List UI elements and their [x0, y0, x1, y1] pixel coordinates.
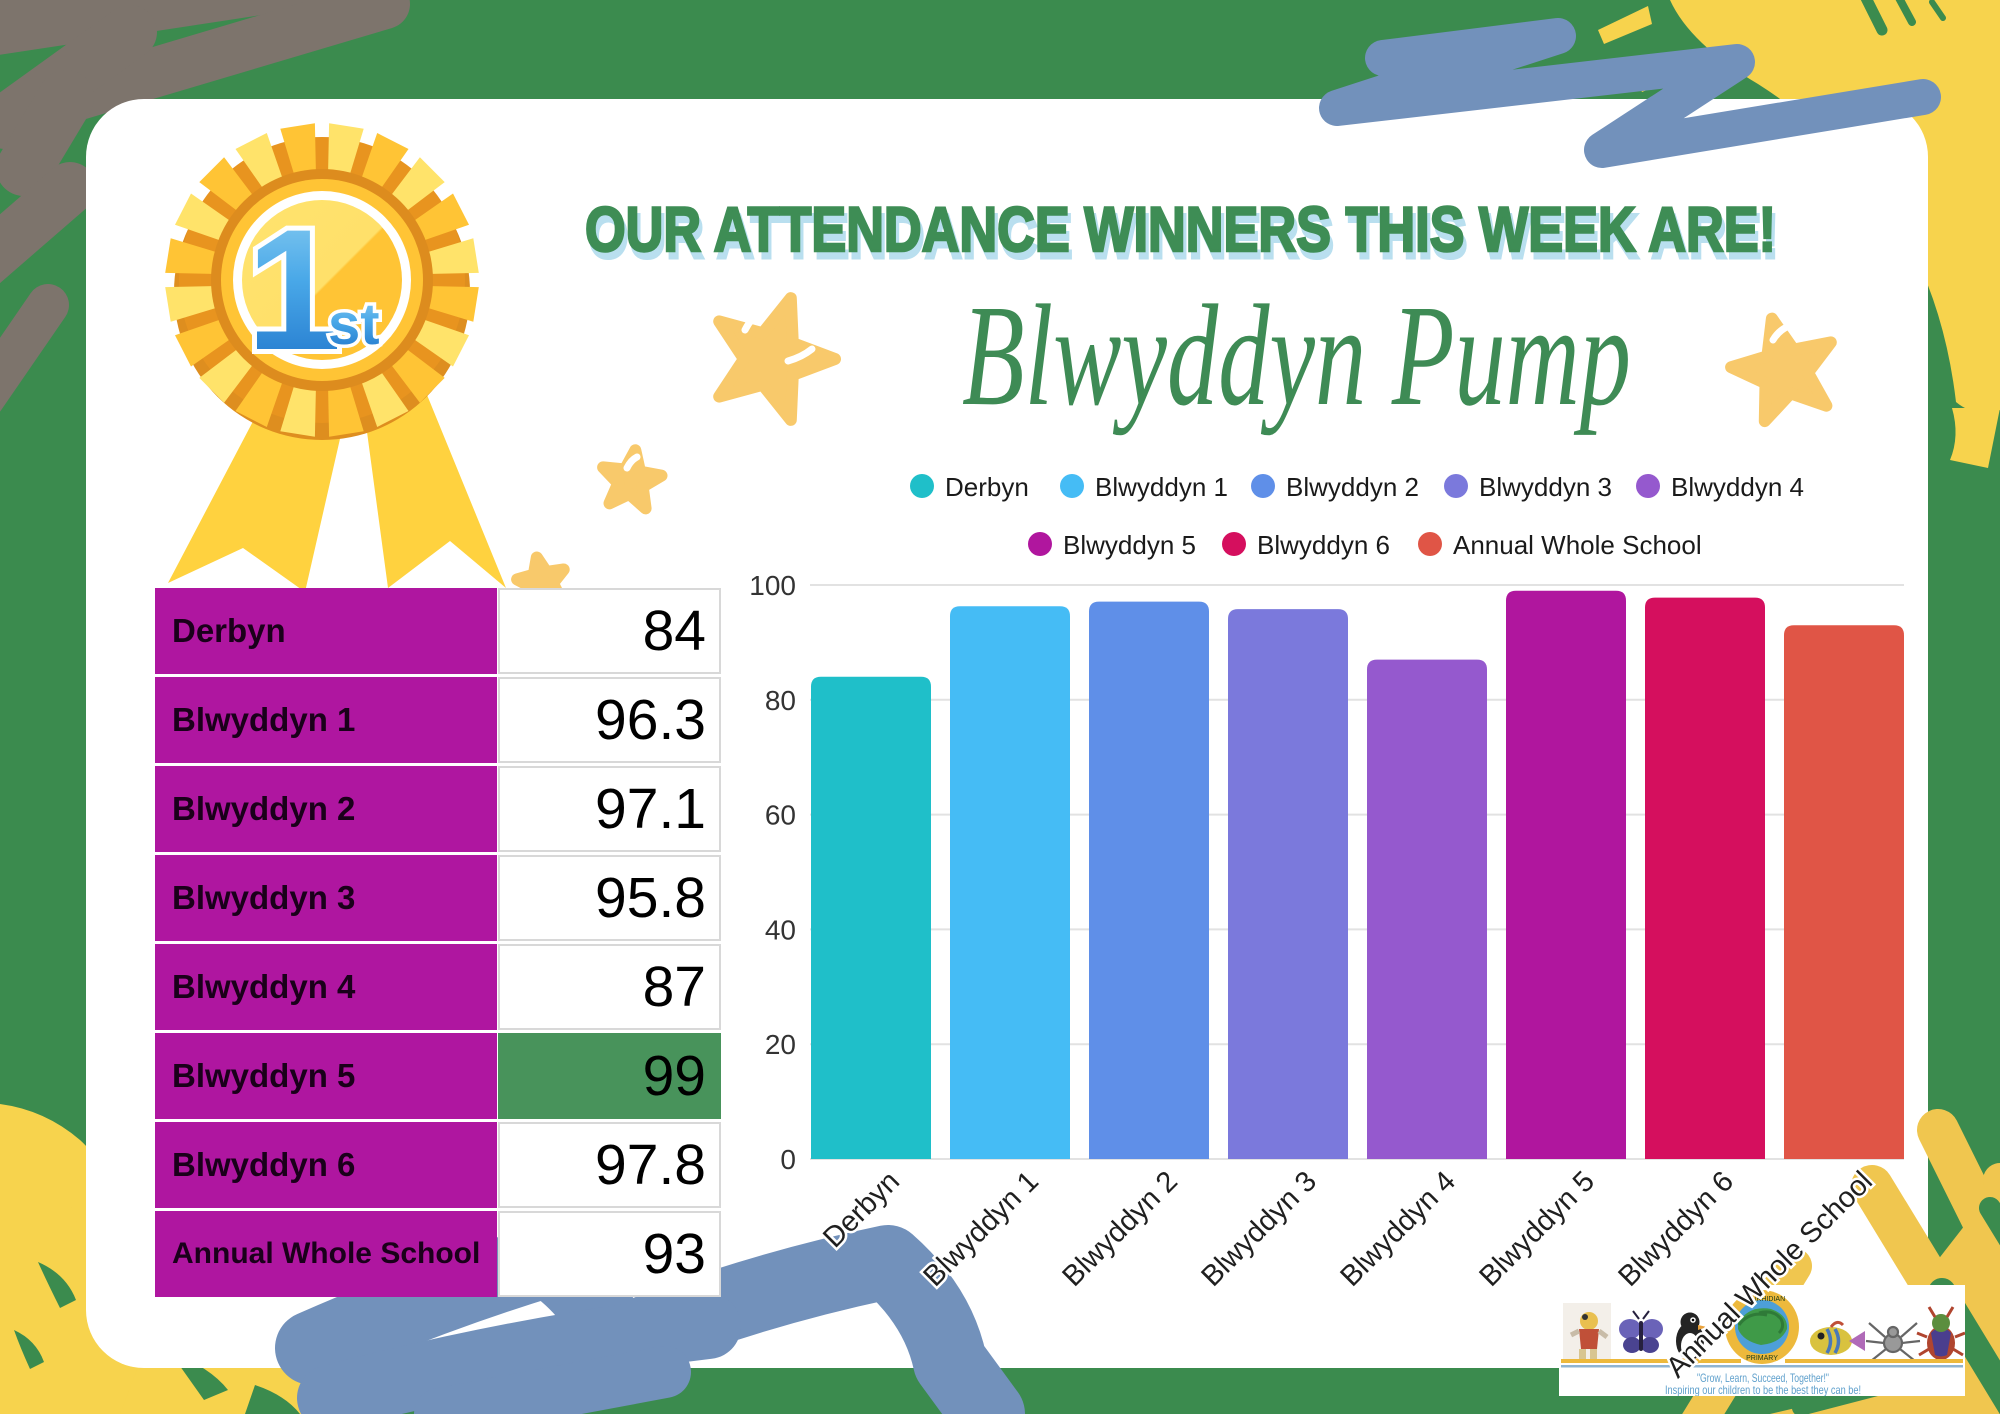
svg-text:Blwyddyn 3: Blwyddyn 3	[1195, 1165, 1323, 1293]
svg-text:80: 80	[765, 685, 796, 716]
svg-text:st: st	[328, 292, 380, 357]
svg-text:60: 60	[765, 800, 796, 831]
svg-text:Blwyddyn 6: Blwyddyn 6	[1257, 530, 1390, 560]
svg-text:0: 0	[780, 1144, 796, 1175]
svg-text:1: 1	[246, 194, 342, 386]
svg-text:Derbyn: Derbyn	[945, 472, 1029, 502]
svg-text:Blwyddyn 2: Blwyddyn 2	[1056, 1165, 1184, 1293]
svg-text:Blwyddyn 2: Blwyddyn 2	[1286, 472, 1419, 502]
svg-text:Blwyddyn 4: Blwyddyn 4	[1671, 472, 1804, 502]
svg-text:Blwyddyn 4: Blwyddyn 4	[1334, 1165, 1462, 1293]
svg-text:Blwyddyn 1: Blwyddyn 1	[1095, 472, 1228, 502]
svg-text:"Grow, Learn, Succeed, Togethe: "Grow, Learn, Succeed, Together!"	[1697, 1371, 1829, 1385]
svg-text:Inspiring our children to be t: Inspiring our children to be the best th…	[1665, 1383, 1861, 1396]
svg-text:Blwyddyn 5: Blwyddyn 5	[1473, 1165, 1601, 1293]
svg-text:100: 100	[749, 570, 796, 601]
svg-text:20: 20	[765, 1029, 796, 1060]
svg-text:Blwyddyn 1: Blwyddyn 1	[917, 1165, 1045, 1293]
svg-text:Blwyddyn 3: Blwyddyn 3	[1479, 472, 1612, 502]
svg-text:OUR ATTENDANCE WINNERS THIS WE: OUR ATTENDANCE WINNERS THIS WEEK ARE!	[588, 202, 1779, 272]
svg-text:Blwyddyn Pump: Blwyddyn Pump	[962, 276, 1631, 436]
svg-text:Blwyddyn 6: Blwyddyn 6	[1612, 1165, 1740, 1293]
svg-text:40: 40	[765, 914, 796, 945]
svg-text:Derbyn: Derbyn	[817, 1165, 906, 1254]
svg-text:OUR ATTENDANCE WINNERS THIS WE: OUR ATTENDANCE WINNERS THIS WEEK ARE!	[585, 195, 1776, 265]
svg-text:Blwyddyn 5: Blwyddyn 5	[1063, 530, 1196, 560]
svg-text:Annual Whole School: Annual Whole School	[1453, 530, 1702, 560]
svg-text:LLANRHIDIAN: LLANRHIDIAN	[1739, 1296, 1785, 1303]
svg-text:PRIMARY: PRIMARY	[1746, 1355, 1778, 1362]
